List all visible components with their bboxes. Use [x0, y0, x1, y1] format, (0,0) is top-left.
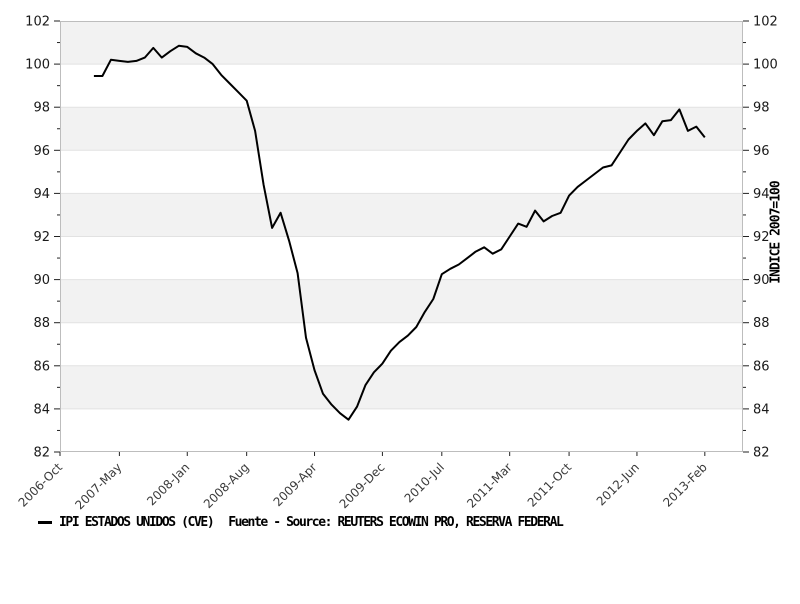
band [60, 21, 743, 65]
axis-ticks [54, 20, 749, 453]
x-tick-label: 2009-Apr [271, 460, 320, 509]
y-tick-label-right: 86 [753, 359, 770, 374]
y-tick-label-right: 84 [753, 402, 770, 417]
band [60, 279, 743, 323]
y-tick-label-right: 100 [753, 58, 778, 73]
x-tick-label: 2011-Mar [464, 460, 515, 511]
legend-series-label: IPI ESTADOS UNIDOS (CVE) [59, 514, 215, 530]
x-axis-labels: 2006-Oct 2007-May 2008-Jan 2008-Aug 2009-Apr… [16, 452, 710, 512]
y-axis-title: INDICE 2007=100 [768, 181, 784, 284]
y-tick-label-right: 98 [753, 101, 770, 116]
legend-line-marker [38, 520, 52, 524]
legend: IPI ESTADOS UNIDOS (CVE) Fuente - Source… [38, 513, 564, 531]
x-tick-label: 2010-Jul [402, 460, 447, 505]
x-tick-label: 2009-Dec [337, 460, 388, 511]
x-tick-label: 2006-Oct [16, 460, 66, 510]
y-tick-label-left: 94 [33, 187, 50, 202]
x-tick-label: 2011-Oct [525, 460, 575, 510]
series-line [93, 44, 706, 421]
x-tick-label: 2007-May [72, 460, 124, 512]
y-tick-label-left: 86 [33, 359, 50, 374]
y-tick-label-right: 92 [753, 230, 770, 245]
y-tick-label-left: 90 [33, 273, 50, 288]
x-tick-label: 2013-Feb [660, 460, 710, 510]
y-tick-label-right: 82 [753, 446, 770, 461]
grid-lines [60, 63, 743, 410]
x-tick-label: 2012-Jun [594, 460, 642, 508]
y-tick-label-right: 96 [753, 144, 770, 159]
legend-source-label: Fuente - Source: REUTERS ECOWIN PRO, RES… [228, 514, 564, 530]
band [60, 107, 743, 151]
y-tick-label-left: 98 [33, 101, 50, 116]
y-tick-label-left: 100 [25, 58, 50, 73]
plot-bands [60, 21, 743, 409]
y-tick-label-right: 88 [753, 316, 770, 331]
y-tick-label-left: 82 [33, 446, 50, 461]
x-tick-label: 2008-Jan [144, 460, 192, 508]
y-tick-label-left: 92 [33, 230, 50, 245]
y-tick-label-left: 88 [33, 316, 50, 331]
y-tick-label-right: 94 [753, 187, 770, 202]
plot-border [60, 21, 743, 452]
y-tick-label-left: 96 [33, 144, 50, 159]
y-tick-label-right: 102 [753, 15, 778, 30]
band [60, 193, 743, 237]
y-tick-label-left: 84 [33, 402, 50, 417]
y-axis-labels-left: 82 84 86 88 90 92 94 96 98 100 102 [25, 15, 50, 461]
band [60, 365, 743, 409]
y-tick-label-left: 102 [25, 15, 50, 30]
y-tick-label-right: 90 [753, 273, 770, 288]
x-tick-label: 2008-Aug [201, 460, 252, 511]
y-axis-labels-right: 82 84 86 88 90 92 94 96 98 100 102 [753, 15, 778, 461]
